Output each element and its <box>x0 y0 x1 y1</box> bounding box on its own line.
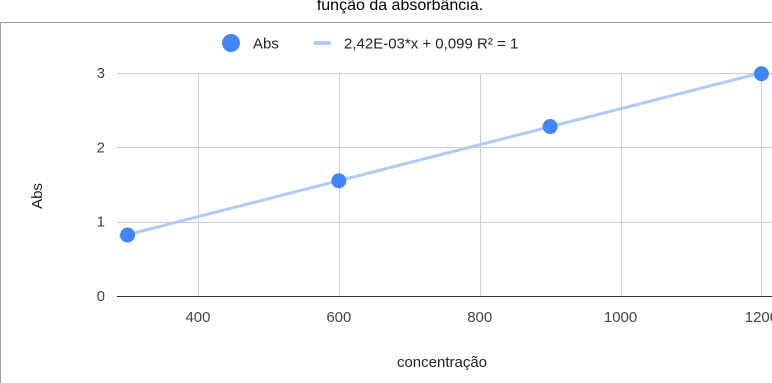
legend-label-abs: Abs <box>253 36 279 53</box>
legend: Abs 2,42E-03*x + 0,099 R² = 1 <box>222 34 518 53</box>
x-tick-label-1000: 1000 <box>604 309 637 326</box>
data-point-2 <box>331 173 347 189</box>
y-tick-label-0: 0 <box>97 288 105 305</box>
data-point-3 <box>542 119 558 135</box>
data-point-1 <box>120 227 136 243</box>
x-tick-label-400: 400 <box>185 309 210 326</box>
data-point-4 <box>753 66 769 82</box>
chart-title: função da absorbância. <box>317 0 483 14</box>
y-tick-label-1: 1 <box>97 214 105 231</box>
x-tick-label-800: 800 <box>467 309 492 326</box>
y-axis-label: Abs <box>29 183 46 209</box>
x-tick-label-1200: 1200 <box>745 309 772 326</box>
data-points <box>120 66 769 243</box>
trendline-path <box>119 70 767 238</box>
x-tick-label-600: 600 <box>326 309 351 326</box>
x-axis-label: concentração <box>397 354 487 371</box>
tick-labels: 0 1 2 3 400 600 800 1000 1200 <box>97 65 772 326</box>
gridlines <box>117 73 772 297</box>
legend-marker-abs <box>222 34 240 52</box>
y-tick-label-2: 2 <box>97 139 105 156</box>
legend-label-trendline: 2,42E-03*x + 0,099 R² = 1 <box>344 36 518 53</box>
trendline <box>119 70 767 238</box>
y-tick-label-3: 3 <box>97 65 105 82</box>
